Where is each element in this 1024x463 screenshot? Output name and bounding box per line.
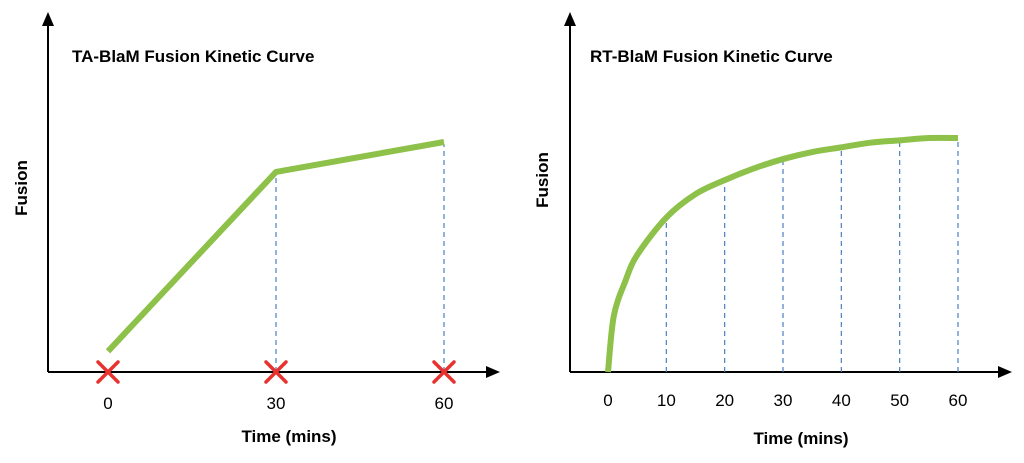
tick-label: 0 xyxy=(603,391,612,410)
series-line xyxy=(105,139,445,354)
tick-label: 30 xyxy=(267,394,286,413)
x-axis-arrow-icon xyxy=(486,366,500,378)
series-group xyxy=(605,134,959,373)
chart-title: TA-BlaM Fusion Kinetic Curve xyxy=(72,47,314,66)
red-x-icon xyxy=(432,360,456,384)
tick-label: 0 xyxy=(103,394,112,413)
guide-lines xyxy=(275,144,445,372)
y-axis-label: Fusion xyxy=(12,160,31,216)
tick-label: 60 xyxy=(949,391,968,410)
tick-label: 30 xyxy=(774,391,793,410)
chart-ta-blam: TA-BlaM Fusion Kinetic Curve Fusion Time… xyxy=(12,12,500,446)
tick-label: 20 xyxy=(715,391,734,410)
x-axis-label: Time (mins) xyxy=(241,427,336,446)
red-x-icon xyxy=(96,360,120,384)
series-line xyxy=(605,134,959,373)
series-group xyxy=(105,139,445,354)
x-axis-label: Time (mins) xyxy=(753,429,848,448)
chart-rt-blam: RT-BlaM Fusion Kinetic Curve Fusion Time… xyxy=(533,12,1012,448)
markers-group xyxy=(96,360,456,384)
y-axis-arrow-icon xyxy=(42,12,54,26)
tick-labels: 0 10 20 30 40 50 60 xyxy=(603,391,967,410)
red-x-icon xyxy=(264,360,288,384)
guide-lines xyxy=(665,140,959,372)
x-axis-arrow-icon xyxy=(998,366,1012,378)
tick-labels: 0 30 60 xyxy=(103,394,453,413)
tick-label: 10 xyxy=(657,391,676,410)
y-axis-arrow-icon xyxy=(564,12,576,26)
tick-label: 40 xyxy=(832,391,851,410)
y-axis-label: Fusion xyxy=(533,152,552,208)
chart-title: RT-BlaM Fusion Kinetic Curve xyxy=(590,47,833,66)
tick-label: 60 xyxy=(435,394,454,413)
tick-label: 50 xyxy=(890,391,909,410)
